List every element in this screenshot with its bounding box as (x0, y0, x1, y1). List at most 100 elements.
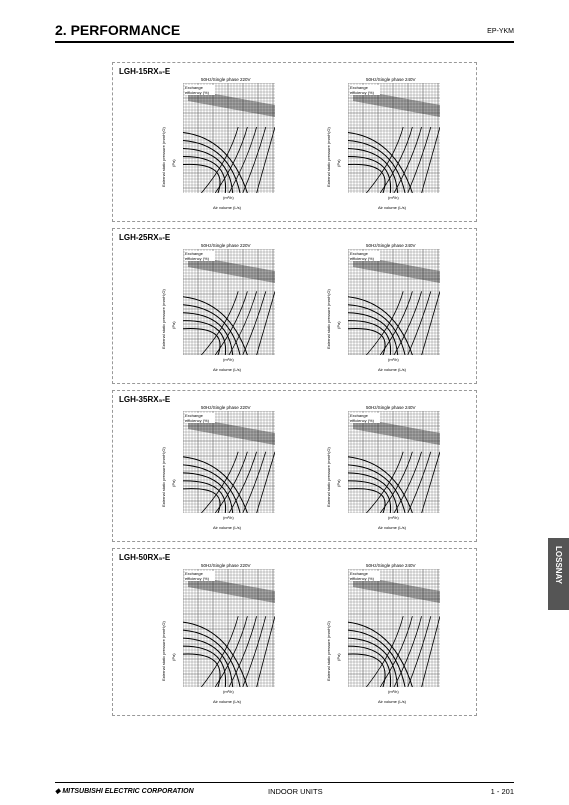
page-title: 2. PERFORMANCE (55, 22, 181, 38)
efficiency-label: Exchange efficiency (%) (185, 571, 215, 581)
efficiency-band (188, 575, 275, 603)
curve (421, 616, 440, 687)
curve (348, 155, 392, 193)
doc-code: EP-YKM (487, 28, 514, 35)
curve (183, 488, 221, 513)
curve (348, 312, 399, 355)
curve (393, 126, 422, 193)
side-tab: LOSSNAY (548, 538, 569, 610)
section: LGH-35RX₅-E 50Hz/Single phase 220V Exchang… (112, 390, 477, 542)
chart-panel: 50Hz/Single phase 240V Exchange efficienc… (326, 405, 456, 537)
panel-title: 50Hz/Single phase 240V (366, 77, 416, 82)
pressure-label: External static pressure (mmH₂O) (161, 127, 166, 187)
section: LGH-25RX₅-E 50Hz/Single phase 220V Exchang… (112, 228, 477, 384)
pa-label: (Pa) (171, 159, 176, 167)
footer-rule (55, 782, 514, 783)
air-volume-label: Air volume (L/s) (378, 525, 407, 530)
chart-panel: 50Hz/Single phase 220V Exchange efficienc… (161, 243, 291, 379)
air-volume-label: Air volume (L/s) (213, 525, 242, 530)
curve (183, 327, 221, 355)
panel-title: 50Hz/Single phase 220V (201, 77, 251, 82)
panel-title: 50Hz/Single phase 240V (366, 405, 416, 410)
chart-grid (348, 411, 440, 513)
curve (348, 645, 392, 687)
flow-label: (m³/h) (223, 195, 234, 200)
curve (348, 629, 406, 687)
curve (348, 472, 399, 513)
curve (256, 291, 275, 355)
model-name: LGH-25RX₅-E (119, 233, 171, 242)
curve (393, 291, 422, 355)
efficiency-label: Exchange efficiency (%) (350, 85, 380, 95)
chart-panel: 50Hz/Single phase 240V Exchange efficienc… (326, 77, 456, 217)
flow-label: (m³/h) (388, 515, 399, 520)
pressure-label: External static pressure (mmH₂O) (326, 289, 331, 349)
curve (421, 126, 440, 193)
curve (183, 304, 241, 355)
flow-label: (m³/h) (223, 357, 234, 362)
curve (348, 480, 392, 513)
chart-grid (183, 83, 275, 193)
air-volume-label: Air volume (L/s) (213, 205, 242, 210)
curve (407, 451, 432, 513)
section: LGH-15RX₅-E 50Hz/Single phase 220V Exchang… (112, 62, 477, 222)
chart-panel: 50Hz/Single phase 220V Exchange efficienc… (161, 405, 291, 537)
chart-panel: 50Hz/Single phase 240V Exchange efficienc… (326, 563, 456, 711)
efficiency-label: Exchange efficiency (%) (350, 571, 380, 581)
flow-label: (m³/h) (388, 689, 399, 694)
flow-label: (m³/h) (388, 195, 399, 200)
curve (183, 296, 248, 355)
panel-title: 50Hz/Single phase 240V (366, 243, 416, 248)
curve (183, 480, 227, 513)
curve (393, 616, 422, 687)
chart-panel: 50Hz/Single phase 240V Exchange efficienc… (326, 243, 456, 379)
curve (183, 312, 234, 355)
curve (183, 148, 234, 193)
curve (348, 320, 392, 355)
curve (183, 637, 234, 687)
curve (228, 291, 257, 355)
panel-title: 50Hz/Single phase 240V (366, 563, 416, 568)
panel-title: 50Hz/Single phase 220V (201, 563, 251, 568)
efficiency-band (353, 575, 440, 603)
pressure-label: External static pressure (mmH₂O) (326, 621, 331, 681)
page-number: 1 - 201 (490, 787, 514, 796)
efficiency-label: Exchange efficiency (%) (350, 251, 380, 261)
header-rule (55, 41, 514, 43)
pa-label: (Pa) (171, 653, 176, 661)
curve (183, 645, 227, 687)
curve (348, 327, 386, 355)
curve (183, 132, 248, 193)
air-volume-label: Air volume (L/s) (378, 205, 407, 210)
panel-title: 50Hz/Single phase 220V (201, 405, 251, 410)
pa-label: (Pa) (336, 479, 341, 487)
curve (242, 126, 267, 193)
model-name: LGH-35RX₅-E (119, 395, 171, 404)
pressure-label: External static pressure (mmH₂O) (161, 621, 166, 681)
efficiency-band (188, 255, 275, 283)
efficiency-label: Exchange efficiency (%) (350, 413, 380, 423)
curve (407, 126, 432, 193)
air-volume-label: Air volume (L/s) (213, 699, 242, 704)
chart-grid (183, 569, 275, 687)
pa-label: (Pa) (171, 321, 176, 329)
flow-label: (m³/h) (388, 357, 399, 362)
curve (348, 456, 413, 513)
chart-grid (348, 83, 440, 193)
company-name: MITSUBISHI ELECTRIC CORPORATION (62, 788, 194, 795)
curve (407, 616, 432, 687)
efficiency-band (353, 89, 440, 117)
curve (183, 464, 241, 513)
curve (183, 653, 221, 687)
efficiency-band (353, 255, 440, 283)
curve (242, 616, 267, 687)
company: ◆ MITSUBISHI ELECTRIC CORPORATION (55, 788, 194, 795)
panel-title: 50Hz/Single phase 220V (201, 243, 251, 248)
air-volume-label: Air volume (L/s) (378, 367, 407, 372)
pa-label: (Pa) (336, 321, 341, 329)
curve (183, 163, 221, 193)
chart-panel: 50Hz/Single phase 220V Exchange efficienc… (161, 563, 291, 711)
pressure-label: External static pressure (mmH₂O) (326, 127, 331, 187)
pressure-label: External static pressure (mmH₂O) (326, 447, 331, 507)
